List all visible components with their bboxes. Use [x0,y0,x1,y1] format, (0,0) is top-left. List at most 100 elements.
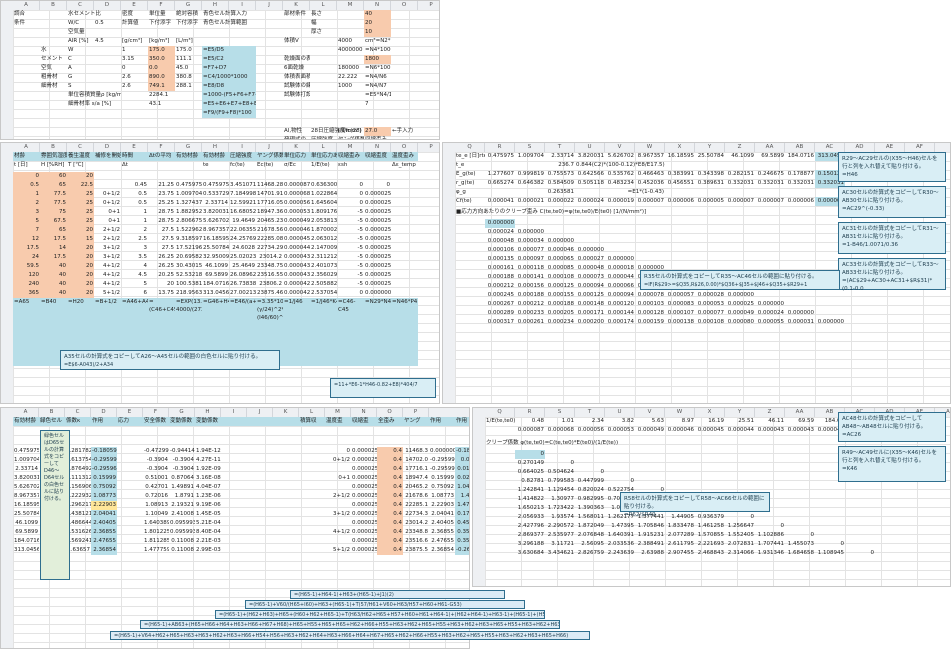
creep-cell[interactable]: 0.82781 [521,478,544,484]
data-cell[interactable]: 69.59 [798,418,814,424]
data-cell[interactable]: 0.876492 [66,466,91,472]
data-cell[interactable]: 25 [67,199,94,208]
data-cell[interactable]: 0.000043 [284,254,310,260]
creep-cell[interactable]: 2.221693 [697,541,724,547]
creep-cell[interactable]: 1.461258 [697,523,724,529]
cell[interactable]: 長さ [311,11,323,17]
creep-cell[interactable]: 2.468843 [697,550,724,556]
data-cell[interactable]: 0.000024 [577,198,604,204]
data-cell[interactable]: 0.000025 [365,236,391,242]
data-cell[interactable]: 0.000006 [667,198,694,204]
data-cell[interactable]: 0.000005 [697,198,724,204]
data-cell[interactable]: 0.999819 [517,171,544,177]
data-cell[interactable]: 5.63 [651,418,664,424]
data-cell[interactable]: 184.0716 [203,281,229,287]
creep-cell[interactable]: 2.388491 [637,541,664,547]
column-header-r[interactable]: R [485,143,515,152]
data-cell[interactable]: 0.51001 [145,475,168,481]
creep-cell[interactable]: 3.630684 [517,550,544,556]
column-header-f[interactable]: F [148,1,175,10]
data-cell[interactable]: 100.5381 [176,281,202,287]
data-cell[interactable]: 40 [40,289,67,298]
cell[interactable]: 圧縮強度 [311,137,334,140]
column-header-b[interactable]: B [39,408,65,417]
data-cell[interactable]: 1.569241 [66,538,91,544]
formula-cell[interactable]: =N29*N46 [364,298,391,366]
data-cell[interactable]: 4 [143,263,148,269]
data-cell[interactable]: 0.095993 [170,520,195,526]
column-header-ab[interactable]: AB [785,143,815,152]
column-unit[interactable]: t [日] [14,162,28,168]
column-title[interactable]: 作用 [455,417,469,426]
data-cell[interactable]: 0.4 [377,483,403,492]
column-header-g[interactable]: G [175,143,202,152]
data-cell[interactable]: 0.332031 [757,180,784,186]
creep-cell[interactable]: 0.000120 [607,301,634,307]
creep-cell[interactable]: 1.390363 [577,505,604,511]
data-cell[interactable]: 25.50784 [203,245,229,251]
creep-cell[interactable]: 1.102886 [757,532,784,538]
data-cell[interactable]: 65 [40,181,67,190]
data-cell[interactable]: 0.000068 [547,427,574,433]
data-cell[interactable]: 9.318597 [176,236,202,242]
data-cell[interactable]: 69.5899 [761,153,784,159]
creep-cell[interactable]: 0.000049 [727,310,754,316]
data-cell[interactable]: 0.646382 [517,180,544,186]
data-cell[interactable]: 0.000087 [284,182,310,188]
cell[interactable]: 水 [41,47,47,53]
data-cell[interactable]: -5 [357,209,363,215]
cell[interactable]: 水セメント比 [68,11,101,17]
column-header-z[interactable]: Z [755,408,785,417]
data-cell[interactable]: 1.92E-09 [196,466,221,472]
data-cell[interactable]: 26.08962 [230,272,256,278]
data-cell[interactable]: 28.75 [158,218,174,224]
data-cell[interactable]: -0.29599 [430,457,455,463]
creep-cell[interactable]: 0.820024 [577,487,604,493]
cell[interactable]: 下付添字 [176,20,199,26]
data-cell[interactable]: 1.49891 [171,484,194,490]
cell[interactable]: =E8/D8 [202,82,256,91]
data-cell[interactable]: 77.5 [40,199,67,208]
data-cell[interactable]: 1.327437 [176,200,202,206]
creep-cell[interactable]: 0.000000 [817,319,844,325]
creep-cell[interactable]: 2.243639 [607,550,634,556]
creep-cell[interactable]: 0.000031 [787,319,814,325]
creep-cell[interactable]: 0.000108 [697,319,724,325]
data-cell[interactable]: 0.000041 [487,198,514,204]
column-title[interactable]: 温度歪み [391,152,418,161]
data-cell[interactable]: 16.18595 [667,153,694,159]
data-cell[interactable]: 2.33714 [205,200,228,206]
data-cell[interactable]: 22.5 [67,181,94,190]
data-cell[interactable]: 0.000043 [284,263,310,269]
data-cell[interactable]: 1.08913 [145,502,168,508]
data-cell[interactable]: 0 [359,182,364,188]
column-header-l[interactable]: L [310,143,337,152]
column-header-v[interactable]: V [605,143,635,152]
column-header-m[interactable]: M [325,408,351,417]
cell[interactable]: 青色セル計算範囲 [203,20,248,26]
data-cell[interactable]: 1.01 [561,418,574,424]
data-cell[interactable]: 1.882952 [176,209,202,215]
data-cell[interactable]: 23875.5 [405,547,428,553]
column-header-i[interactable]: I [221,408,247,417]
data-cell[interactable]: 0.4 [377,510,403,519]
creep-cell[interactable]: 0.000000 [787,310,814,316]
data-cell[interactable]: 0.15999 [91,474,117,483]
cell[interactable]: 2284.1 [149,92,169,98]
data-cell[interactable]: 2.33714 [15,466,38,472]
data-cell[interactable]: 27.5 [161,245,174,251]
data-cell[interactable]: 26.25 [158,263,174,269]
cell[interactable]: 計算値 [122,20,139,26]
data-cell[interactable]: 184.0716 [787,153,814,159]
creep-cell[interactable]: 2.56095 [581,541,604,547]
data-cell[interactable]: 0.000025 [365,209,391,215]
data-cell[interactable]: 0.000025 [352,448,377,454]
cell[interactable]: [N/mm²] [338,128,362,134]
creep-cell[interactable]: 0.000135 [487,256,514,262]
creep-cell[interactable]: 0.000048 [487,238,514,244]
cell[interactable]: 350.0 [148,55,175,64]
data-cell[interactable]: 0.11008 [171,538,194,544]
data-cell[interactable]: 2.356029 [311,272,337,278]
data-cell[interactable]: 11468.3 [405,448,428,454]
creep-cell[interactable]: 0.000055 [757,319,784,325]
